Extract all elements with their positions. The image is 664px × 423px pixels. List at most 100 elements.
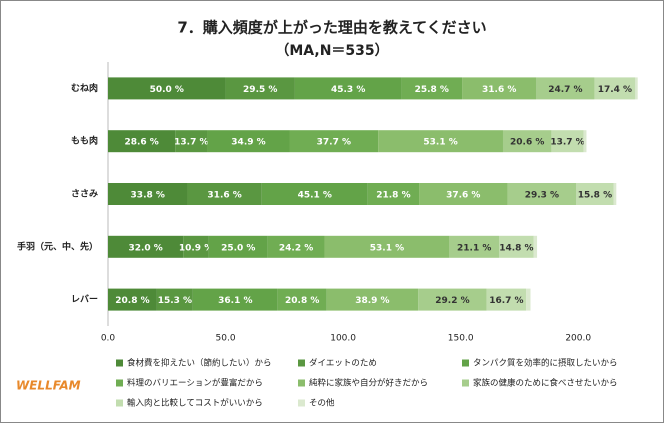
data-label: 16.7 % xyxy=(489,296,523,306)
bar-segment xyxy=(594,77,636,100)
bar-segment xyxy=(583,130,587,153)
data-label: 31.6 % xyxy=(482,85,516,95)
y-tick-label: 手羽（元、中、先） xyxy=(17,240,98,252)
x-tick-label: 0.0 xyxy=(101,334,116,344)
data-label: 10.9 % xyxy=(179,243,213,253)
data-label: 37.7 % xyxy=(317,138,351,148)
data-label: 21.1 % xyxy=(457,243,491,253)
data-label: 20.8 % xyxy=(115,296,149,306)
logo: WELLFAM xyxy=(16,379,81,393)
bar-segment xyxy=(208,235,268,258)
bar-segment xyxy=(507,183,577,205)
data-label: 34.9 % xyxy=(231,138,265,148)
data-label: 24.7 % xyxy=(548,85,582,95)
data-label: 14.8 % xyxy=(499,243,533,253)
y-tick-label: むね肉 xyxy=(71,82,98,94)
data-label: 32.0 % xyxy=(128,243,162,253)
bar-segment xyxy=(551,130,584,153)
legend-label: 料理のバリエーションが豊富だから xyxy=(127,378,263,389)
data-label: 45.1 % xyxy=(298,191,332,201)
data-label: 21.8 % xyxy=(376,191,410,201)
bar-segment xyxy=(486,288,527,311)
bar-segment xyxy=(108,288,157,311)
bar-segment xyxy=(326,288,419,311)
data-label: 28.6 % xyxy=(124,138,158,148)
x-tick-label: 150.0 xyxy=(448,334,474,344)
data-label: 29.3 % xyxy=(525,191,559,201)
bar-segment xyxy=(613,183,617,205)
bar-segment xyxy=(277,288,327,311)
data-label: 37.6 % xyxy=(446,191,480,201)
data-label: 50.0 % xyxy=(150,85,184,95)
bar-segment xyxy=(108,130,176,153)
y-tick-label: もも肉 xyxy=(71,135,98,147)
x-tick-label: 100.0 xyxy=(330,334,356,344)
bar-segment xyxy=(533,235,538,258)
legend-label: 家族の健康のために食べさせたいから xyxy=(473,378,618,389)
data-label: 20.8 % xyxy=(285,296,319,306)
bar-segment xyxy=(462,77,537,100)
bar-segment xyxy=(183,235,209,258)
legend-label: 食材費を抑えたい（節約したい）から xyxy=(127,358,272,369)
y-tick-label: ささみ xyxy=(71,189,98,200)
legend-label: タンパク質を効率的に摂取したいから xyxy=(473,358,618,369)
bar-segment xyxy=(502,130,552,153)
legend-swatch xyxy=(116,359,123,367)
bar-segment xyxy=(261,183,368,205)
legend-swatch xyxy=(116,379,123,387)
legend-swatch xyxy=(462,379,469,387)
data-label: 20.6 % xyxy=(510,138,544,148)
legend-label: 純粋に家族や自分が好きだから xyxy=(309,378,428,389)
bar-segment xyxy=(267,235,325,258)
data-label: 53.1 % xyxy=(370,243,404,253)
data-label: 53.1 % xyxy=(423,138,457,148)
bar-segment xyxy=(401,77,463,100)
bar-segment xyxy=(108,77,226,100)
bar-segment xyxy=(378,130,503,153)
legend-swatch xyxy=(462,359,469,367)
data-label: 25.8 % xyxy=(415,85,449,95)
data-label: 29.5 % xyxy=(243,85,277,95)
bar-segment xyxy=(207,130,290,153)
bar-segment xyxy=(418,288,487,311)
bar-segment xyxy=(536,77,595,100)
bar-segment xyxy=(294,77,402,100)
x-tick-label: 200.0 xyxy=(565,334,591,344)
bar-segment xyxy=(108,235,184,258)
data-label: 15.3 % xyxy=(158,296,192,306)
bar-segment xyxy=(289,130,379,153)
data-label: 36.1 % xyxy=(218,296,252,306)
bar-segment xyxy=(175,130,208,153)
data-label: 17.4 % xyxy=(598,85,632,95)
bar-segment xyxy=(367,183,420,205)
data-label: 13.7 % xyxy=(174,138,208,148)
y-tick-label: レバー xyxy=(71,294,98,305)
data-label: 13.7 % xyxy=(550,138,584,148)
chart-subtitle: （MA,N＝535） xyxy=(275,43,388,59)
bar-segment xyxy=(449,235,499,258)
bar-segment xyxy=(187,183,262,205)
legend-swatch xyxy=(116,399,123,407)
bar-segment xyxy=(576,183,614,205)
bar-segment xyxy=(635,77,638,100)
data-label: 24.2 % xyxy=(279,243,313,253)
legend-swatch xyxy=(298,359,305,367)
data-label: 29.2 % xyxy=(435,296,469,306)
data-label: 31.6 % xyxy=(207,191,241,201)
bar-segment xyxy=(419,183,508,205)
bar-segment xyxy=(192,288,278,311)
legend-swatch xyxy=(298,399,305,407)
x-tick-label: 50.0 xyxy=(216,334,236,344)
data-label: 45.3 % xyxy=(331,85,365,95)
bar-segment xyxy=(526,288,531,311)
data-label: 33.8 % xyxy=(131,191,165,201)
data-label: 38.9 % xyxy=(355,296,389,306)
legend-label: その他 xyxy=(309,398,335,409)
bar-segment xyxy=(108,183,188,205)
legend-label: ダイエットのため xyxy=(309,358,377,369)
legend-label: 輸入肉と比較してコストがいいから xyxy=(127,398,263,409)
bar-segment xyxy=(225,77,295,100)
